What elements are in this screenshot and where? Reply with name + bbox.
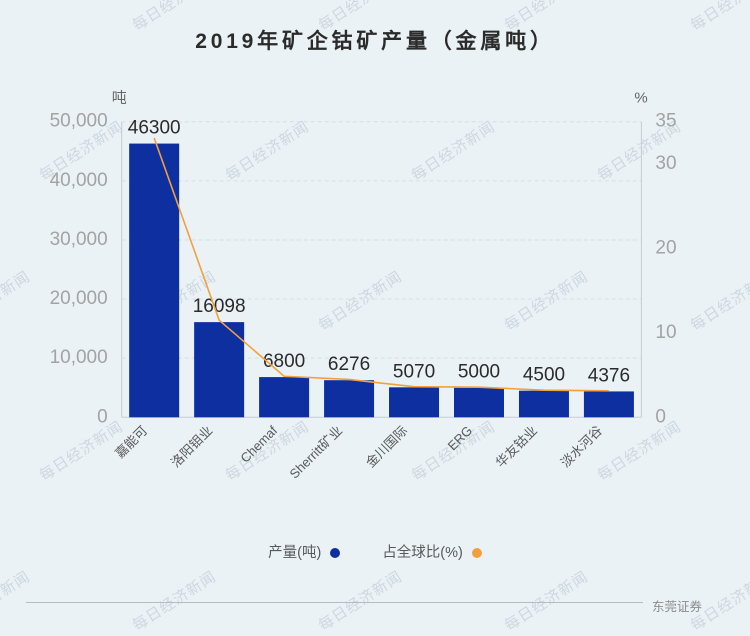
svg-text:嘉能可: 嘉能可: [112, 423, 150, 461]
svg-text:30: 30: [655, 153, 676, 174]
svg-text:5070: 5070: [393, 361, 435, 382]
svg-text:华友钴业: 华友钴业: [493, 423, 540, 470]
svg-text:10,000: 10,000: [50, 347, 108, 368]
svg-text:吨: 吨: [112, 90, 127, 107]
svg-text:46300: 46300: [128, 118, 181, 139]
svg-text:16098: 16098: [193, 296, 246, 317]
svg-text:20,000: 20,000: [50, 288, 108, 309]
svg-text:Chemaf: Chemaf: [237, 423, 280, 466]
svg-text:金川国际: 金川国际: [363, 423, 410, 470]
svg-text:淡水河谷: 淡水河谷: [558, 423, 605, 470]
svg-text:40,000: 40,000: [50, 170, 108, 191]
svg-text:20: 20: [655, 237, 676, 258]
svg-text:Sherritt矿业: Sherritt矿业: [287, 423, 346, 482]
svg-text:35: 35: [655, 111, 676, 132]
svg-text:5000: 5000: [458, 362, 500, 383]
svg-text:0: 0: [97, 406, 108, 427]
svg-text:6800: 6800: [263, 351, 305, 372]
svg-text:洛阳钼业: 洛阳钼业: [168, 423, 215, 470]
svg-text:ERG: ERG: [445, 423, 476, 454]
svg-text:4500: 4500: [523, 365, 565, 386]
svg-text:4376: 4376: [588, 365, 630, 386]
svg-text:6276: 6276: [328, 354, 370, 375]
svg-text:10: 10: [655, 322, 676, 343]
svg-text:0: 0: [655, 406, 666, 427]
svg-text:%: %: [634, 90, 647, 107]
svg-text:50,000: 50,000: [50, 111, 108, 132]
svg-text:30,000: 30,000: [50, 229, 108, 250]
